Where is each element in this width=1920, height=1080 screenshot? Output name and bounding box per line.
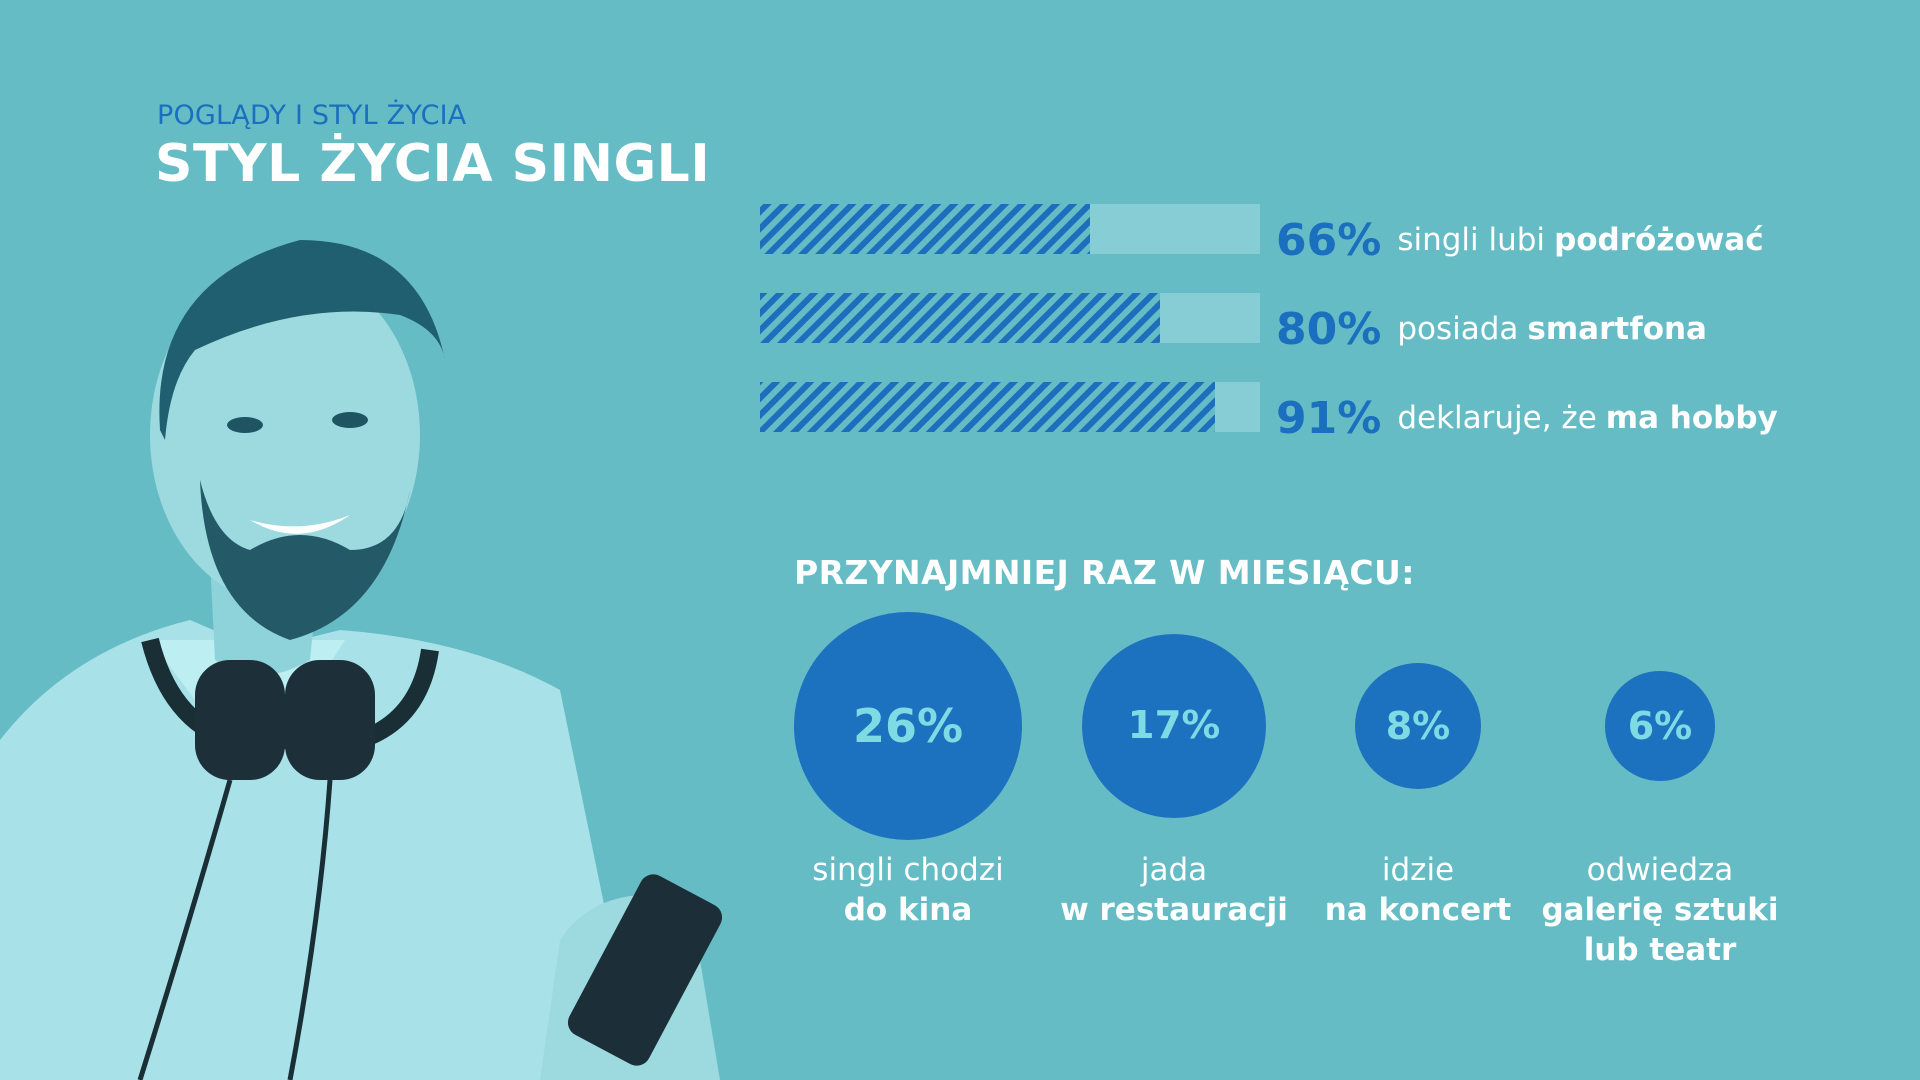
bubble-caption: idzie na koncert <box>1288 850 1548 930</box>
bar-fill <box>760 293 1160 343</box>
bar-text-bold: ma hobby <box>1605 400 1778 436</box>
bar-label-2: 91% deklaruje, że ma hobby <box>1276 391 1778 445</box>
caption-line-bold: w restauracji <box>1060 892 1288 928</box>
bubble-value-label: 6% <box>1627 703 1693 748</box>
section-kicker: POGLĄDY I STYL ŻYCIA <box>157 100 467 131</box>
bubble-value-label: 26% <box>852 699 964 753</box>
caption-line-bold: do kina <box>843 892 973 928</box>
bubble-caption: jada w restauracji <box>1044 850 1304 930</box>
bubble-caption: odwiedza galerię sztuki lub teatr <box>1530 850 1790 970</box>
bubble-chart-title: PRZYNAJMNIEJ RAZ W MIESIĄCU: <box>794 553 1415 592</box>
bar-text: deklaruje, że <box>1397 400 1597 436</box>
caption-line: odwiedza <box>1586 852 1734 888</box>
caption-line: jada <box>1140 852 1208 888</box>
bar-label-0: 66% singli lubi podróżować <box>1276 213 1764 267</box>
bar-label-1: 80% posiada smartfona <box>1276 302 1707 356</box>
bubble-koncert: 8% <box>1354 662 1482 790</box>
caption-line: singli chodzi <box>812 852 1004 888</box>
bubble-value-label: 17% <box>1127 703 1221 749</box>
bar-fill <box>760 204 1090 254</box>
bubble-restauracja: 17% <box>1081 633 1267 819</box>
caption-line-bold: na koncert <box>1324 892 1512 928</box>
bar-value-label: 91% <box>1276 392 1382 444</box>
bar-text: posiada <box>1397 311 1519 347</box>
bar-value-label: 66% <box>1276 214 1382 266</box>
bar-fill <box>760 382 1215 432</box>
caption-line-bold: lub teatr <box>1583 932 1737 968</box>
bar-value-label: 80% <box>1276 303 1382 355</box>
bar-text: singli lubi <box>1397 222 1546 258</box>
bar-text-bold: smartfona <box>1527 311 1707 347</box>
bubble-value-label: 8% <box>1385 703 1451 748</box>
man-with-headphones-photo <box>0 240 723 1080</box>
bubble-kino: 26% <box>794 612 1022 840</box>
caption-line: idzie <box>1381 852 1455 888</box>
page-title: STYL ŻYCIA SINGLI <box>155 134 711 194</box>
bubble-galeria: 6% <box>1605 671 1715 781</box>
bubble-caption: singli chodzi do kina <box>778 850 1038 930</box>
bar-text-bold: podróżować <box>1554 222 1764 258</box>
caption-line-bold: galerię sztuki <box>1541 892 1779 928</box>
